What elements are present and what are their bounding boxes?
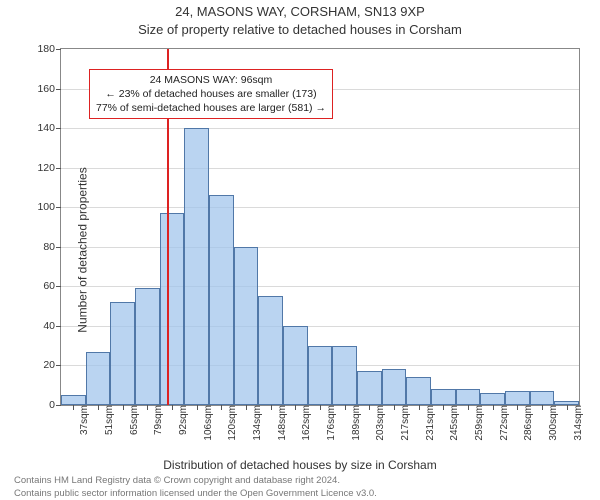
x-tick-mark: [567, 405, 568, 410]
marker-annotation: 24 MASONS WAY: 96sqm ← 23% of detached h…: [89, 69, 333, 120]
histogram-bar: [382, 369, 407, 405]
x-tick-mark: [172, 405, 173, 410]
histogram-plot: 02040608010012014016018037sqm51sqm65sqm7…: [60, 48, 580, 406]
x-tick-mark: [394, 405, 395, 410]
x-tick-mark: [468, 405, 469, 410]
gridline: [61, 286, 579, 287]
footer-line-1: Contains HM Land Registry data © Crown c…: [14, 475, 600, 487]
attribution-footer: Contains HM Land Registry data © Crown c…: [0, 475, 600, 500]
y-tick-label: 40: [43, 320, 55, 332]
x-tick-mark: [123, 405, 124, 410]
annotation-line-1: 24 MASONS WAY: 96sqm: [96, 73, 326, 87]
x-tick-mark: [419, 405, 420, 410]
x-tick-mark: [369, 405, 370, 410]
x-tick-label: 259sqm: [468, 405, 485, 441]
x-tick-mark: [73, 405, 74, 410]
x-tick-label: 148sqm: [271, 405, 288, 441]
x-tick-label: 65sqm: [123, 405, 140, 435]
histogram-bar: [332, 346, 357, 405]
y-tick-label: 20: [43, 359, 55, 371]
x-tick-label: 217sqm: [394, 405, 411, 441]
histogram-bar: [258, 296, 283, 405]
histogram-bar: [283, 326, 308, 405]
histogram-bar: [480, 393, 505, 405]
y-tick-mark: [56, 49, 61, 50]
y-tick-label: 120: [37, 162, 55, 174]
gridline: [61, 247, 579, 248]
x-tick-label: 272sqm: [493, 405, 510, 441]
histogram-bar: [86, 352, 111, 405]
histogram-bar: [184, 128, 209, 405]
x-tick-mark: [295, 405, 296, 410]
x-tick-label: 37sqm: [73, 405, 90, 435]
x-tick-mark: [98, 405, 99, 410]
x-tick-label: 203sqm: [369, 405, 386, 441]
y-tick-mark: [56, 168, 61, 169]
y-tick-mark: [56, 128, 61, 129]
histogram-bar: [110, 302, 135, 405]
x-tick-label: 300sqm: [542, 405, 559, 441]
y-tick-label: 180: [37, 43, 55, 55]
x-tick-mark: [517, 405, 518, 410]
footer-line-2: Contains public sector information licen…: [14, 488, 600, 500]
histogram-bar: [406, 377, 431, 405]
y-tick-mark: [56, 365, 61, 366]
x-tick-mark: [493, 405, 494, 410]
x-tick-label: 92sqm: [172, 405, 189, 435]
x-tick-label: 314sqm: [567, 405, 584, 441]
histogram-bar: [308, 346, 333, 405]
x-tick-mark: [246, 405, 247, 410]
x-tick-label: 51sqm: [98, 405, 115, 435]
x-tick-label: 134sqm: [246, 405, 263, 441]
page-title-subtitle: Size of property relative to detached ho…: [0, 22, 600, 37]
x-tick-mark: [271, 405, 272, 410]
y-tick-label: 0: [49, 399, 55, 411]
gridline: [61, 128, 579, 129]
x-tick-label: 231sqm: [419, 405, 436, 441]
page-title-address: 24, MASONS WAY, CORSHAM, SN13 9XP: [0, 4, 600, 19]
histogram-bar: [431, 389, 456, 405]
y-tick-mark: [56, 405, 61, 406]
y-tick-label: 60: [43, 280, 55, 292]
x-tick-label: 245sqm: [443, 405, 460, 441]
y-tick-label: 160: [37, 83, 55, 95]
x-tick-mark: [197, 405, 198, 410]
x-tick-label: 106sqm: [197, 405, 214, 441]
y-tick-label: 80: [43, 241, 55, 253]
histogram-bar: [160, 213, 185, 405]
y-tick-mark: [56, 89, 61, 90]
y-tick-mark: [56, 207, 61, 208]
x-tick-label: 162sqm: [295, 405, 312, 441]
histogram-bar: [234, 247, 259, 405]
x-axis-label: Distribution of detached houses by size …: [0, 458, 600, 472]
histogram-bar: [209, 195, 234, 405]
y-tick-mark: [56, 286, 61, 287]
histogram-bar: [505, 391, 530, 405]
y-tick-label: 100: [37, 201, 55, 213]
gridline: [61, 207, 579, 208]
x-tick-mark: [320, 405, 321, 410]
histogram-bar: [530, 391, 555, 405]
annotation-line-3: 77% of semi-detached houses are larger (…: [96, 101, 326, 115]
x-tick-label: 189sqm: [345, 405, 362, 441]
x-tick-label: 176sqm: [320, 405, 337, 441]
x-tick-label: 286sqm: [517, 405, 534, 441]
y-tick-label: 140: [37, 122, 55, 134]
x-tick-mark: [345, 405, 346, 410]
histogram-bar: [135, 288, 160, 405]
x-tick-label: 79sqm: [147, 405, 164, 435]
x-tick-mark: [542, 405, 543, 410]
gridline: [61, 168, 579, 169]
x-tick-label: 120sqm: [221, 405, 238, 441]
histogram-bar: [357, 371, 382, 405]
histogram-bar: [61, 395, 86, 405]
x-tick-mark: [221, 405, 222, 410]
y-tick-mark: [56, 247, 61, 248]
y-tick-mark: [56, 326, 61, 327]
x-tick-mark: [443, 405, 444, 410]
x-tick-mark: [147, 405, 148, 410]
annotation-line-2: ← 23% of detached houses are smaller (17…: [96, 87, 326, 101]
histogram-bar: [456, 389, 481, 405]
